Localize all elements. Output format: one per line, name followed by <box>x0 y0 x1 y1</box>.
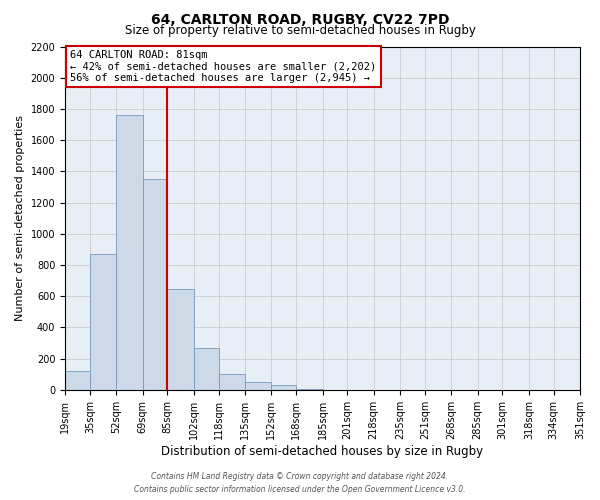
Text: 64, CARLTON ROAD, RUGBY, CV22 7PD: 64, CARLTON ROAD, RUGBY, CV22 7PD <box>151 12 449 26</box>
Text: 64 CARLTON ROAD: 81sqm
← 42% of semi-detached houses are smaller (2,202)
56% of : 64 CARLTON ROAD: 81sqm ← 42% of semi-det… <box>70 50 376 83</box>
Bar <box>90 254 116 390</box>
Bar <box>271 385 296 390</box>
X-axis label: Distribution of semi-detached houses by size in Rugby: Distribution of semi-detached houses by … <box>161 444 484 458</box>
Bar <box>218 374 245 390</box>
Bar <box>116 115 143 390</box>
Text: Contains HM Land Registry data © Crown copyright and database right 2024.
Contai: Contains HM Land Registry data © Crown c… <box>134 472 466 494</box>
Bar <box>194 348 218 390</box>
Bar <box>143 179 167 390</box>
Text: Size of property relative to semi-detached houses in Rugby: Size of property relative to semi-detach… <box>125 24 475 37</box>
Bar <box>167 289 194 390</box>
Bar <box>245 382 271 390</box>
Bar <box>65 371 90 390</box>
Y-axis label: Number of semi-detached properties: Number of semi-detached properties <box>15 115 25 321</box>
Bar <box>296 389 323 390</box>
